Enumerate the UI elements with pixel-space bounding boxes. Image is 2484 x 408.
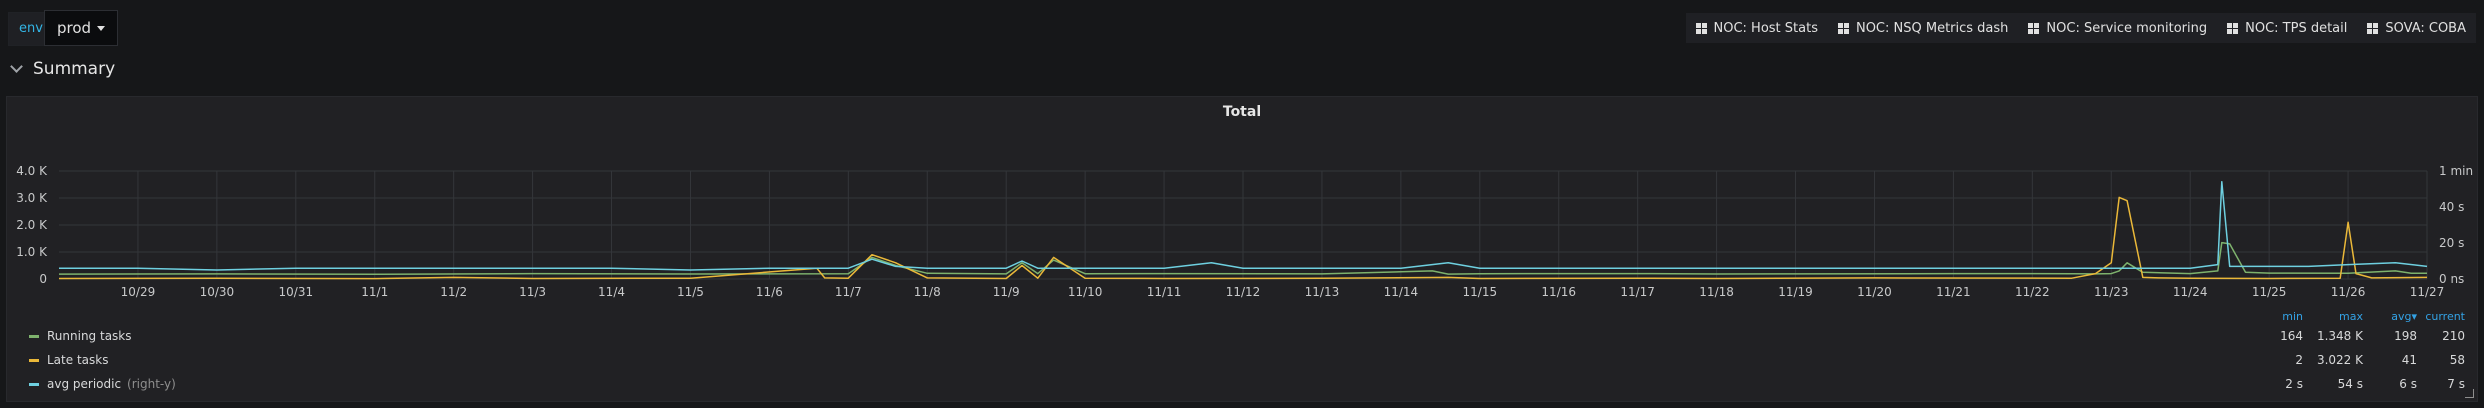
dashboard-link-host-stats[interactable]: NOC: Host Stats [1686,13,1828,43]
dashboard-link-label: NOC: NSQ Metrics dash [1855,20,2009,36]
x-tick-label: 10/29 [121,285,156,299]
dashboard-link-label: NOC: Service monitoring [2046,20,2208,36]
x-tick-label: 11/17 [1620,285,1655,299]
legend-swatch[interactable] [29,335,39,338]
x-tick-label: 11/13 [1305,285,1340,299]
x-tick-label: 11/19 [1778,285,1813,299]
dashboard-grid-icon [2028,22,2040,34]
x-tick-label: 11/20 [1857,285,1892,299]
y-left-tick-label: 3.0 K [16,191,48,205]
legend-value-avg: 41 [2401,353,2417,367]
legend-value-min: 2 s [2285,377,2303,391]
chevron-down-icon [10,60,23,73]
dashboard-top-bar: env prod NOC: Host Stats NOC: NSQ Metric… [0,0,2484,52]
x-tick-label: 11/8 [914,285,941,299]
x-tick-label: 11/6 [756,285,783,299]
graph-panel: Total 0 1.0 K 2.0 K 3.0 K 4.0 K 0 ns 20 s 40 s 1… [6,96,2478,402]
x-tick-label: 11/9 [993,285,1020,299]
x-tick-label: 11/5 [677,285,704,299]
x-tick-label: 11/24 [2173,285,2208,299]
dashboard-grid-icon [1695,22,1707,34]
legend-series-name[interactable]: Running tasks [47,329,132,343]
dashboard-link-tps-detail[interactable]: NOC: TPS detail [2217,13,2357,43]
caret-down-icon [97,26,106,31]
legend-value-max: 54 s [2337,377,2363,391]
legend-row[interactable]: Late tasks 2 3.022 K 41 58 [7,349,2479,371]
legend-column-max[interactable]: max [2339,310,2363,323]
legend-value-avg: 6 s [2399,377,2417,391]
legend-swatch[interactable] [29,383,39,386]
legend-axis-note: (right-y) [127,377,176,391]
x-tick-label: 11/15 [1463,285,1498,299]
legend-series-name[interactable]: avg periodic (right-y) [47,377,176,391]
dashboard-link-sova-coba[interactable]: SOVA: COBA [2357,13,2476,43]
dashboard-link-nsq-metrics[interactable]: NOC: NSQ Metrics dash [1828,13,2018,43]
x-tick-label: 10/31 [279,285,314,299]
legend-value-min: 164 [2280,329,2303,343]
x-tick-label: 11/4 [598,285,625,299]
x-tick-label: 11/27 [2410,285,2445,299]
y-right-tick-label: 20 s [2439,236,2464,250]
legend-series-name[interactable]: Late tasks [47,353,109,367]
dashboard-links: NOC: Host Stats NOC: NSQ Metrics dash NO… [1685,13,2476,43]
x-tick-label: 11/10 [1068,285,1103,299]
legend-value-current: 210 [2442,329,2465,343]
x-tick-label: 11/11 [1147,285,1182,299]
x-tick-label: 11/26 [2331,285,2366,299]
dashboard-link-label: SOVA: COBA [2385,20,2466,36]
legend-value-current: 7 s [2447,377,2465,391]
legend-value-max: 3.022 K [2316,353,2363,367]
legend-value-min: 2 [2295,353,2303,367]
x-tick-label: 11/16 [1541,285,1576,299]
variable-select-env[interactable]: prod [44,10,119,46]
legend-value-avg: 198 [2394,329,2417,343]
x-tick-label: 11/23 [2094,285,2129,299]
dashboard-link-label: NOC: Host Stats [1713,20,1818,36]
resize-handle-icon[interactable] [2465,389,2474,398]
y-right-tick-label: 0 ns [2439,272,2464,286]
legend-column-current[interactable]: current [2425,310,2465,323]
legend-value-current: 58 [2449,353,2465,367]
y-left-tick-label: 0 [39,272,47,286]
legend-row[interactable]: avg periodic (right-y) 2 s 54 s 6 s 7 s [7,373,2479,395]
row-title: Summary [33,59,116,79]
legend-column-min[interactable]: min [2282,310,2303,323]
y-left-tick-label: 2.0 K [16,218,48,232]
y-right-tick-label: 40 s [2439,200,2464,214]
x-tick-label: 10/30 [200,285,235,299]
x-tick-label: 11/25 [2252,285,2287,299]
x-tick-label: 11/18 [1699,285,1734,299]
x-tick-label: 11/3 [519,285,546,299]
legend-swatch[interactable] [29,359,39,362]
dashboard-grid-icon [2227,22,2239,34]
dashboard-link-label: NOC: TPS detail [2245,20,2348,36]
x-tick-label: 11/22 [2015,285,2050,299]
legend-row[interactable]: Running tasks 164 1.348 K 198 210 [7,325,2479,347]
y-left-tick-label: 4.0 K [16,164,48,178]
panel-title[interactable]: Total [1222,104,1262,120]
series-line-late-tasks [58,196,2428,280]
legend-column-avg[interactable]: avg▾ [2391,310,2417,323]
x-tick-label: 11/14 [1384,285,1419,299]
x-tick-label: 11/21 [1936,285,1971,299]
y-left-tick-label: 1.0 K [16,245,48,259]
series-line-avg-periodic [59,181,2428,271]
variable-selected-value: prod [57,19,92,37]
dashboard-grid-icon [1837,22,1849,34]
dashboard-grid-icon [2367,22,2379,34]
graph-canvas[interactable]: 0 1.0 K 2.0 K 3.0 K 4.0 K 0 ns 20 s 40 s 1 min 10… [7,127,2477,327]
legend-value-max: 1.348 K [2316,329,2363,343]
x-tick-label: 11/2 [440,285,467,299]
x-tick-label: 11/1 [361,285,388,299]
y-right-tick-label: 1 min [2439,164,2473,178]
row-collapse-toggle[interactable]: Summary [10,56,116,82]
x-tick-label: 11/7 [835,285,862,299]
dashboard-link-service-monitoring[interactable]: NOC: Service monitoring [2018,13,2217,43]
x-tick-label: 11/12 [1226,285,1261,299]
